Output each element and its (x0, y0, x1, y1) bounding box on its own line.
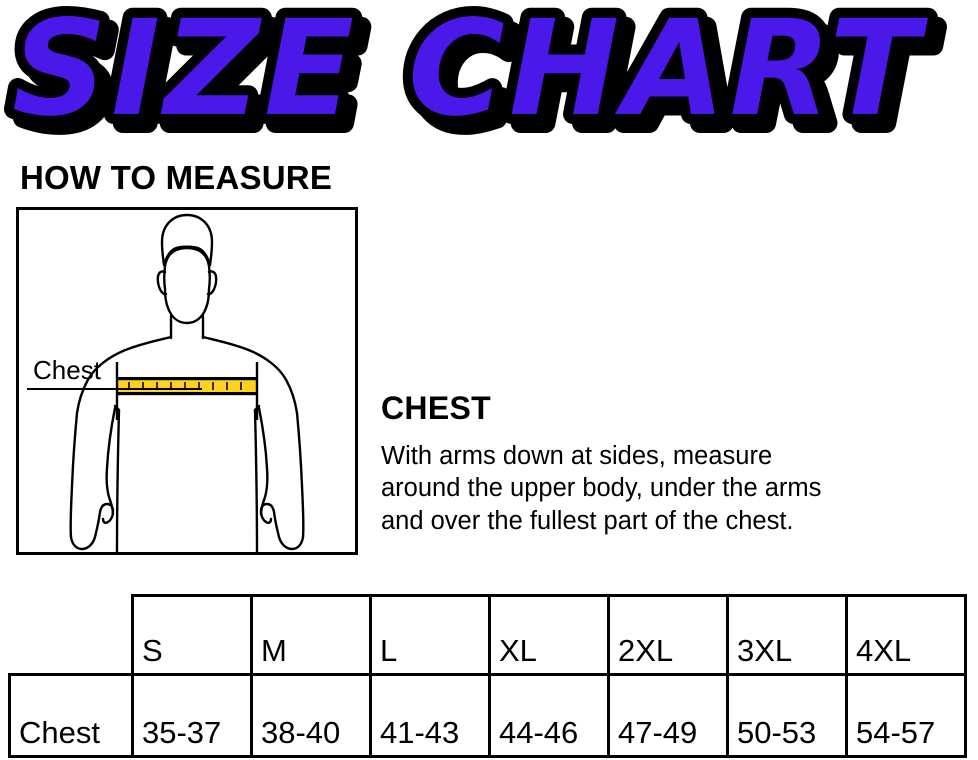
chest-value-m: 38-40 (250, 673, 372, 758)
chest-description-line-3: and over the fullest part of the chest. (381, 506, 794, 535)
page-title-outline: SIZE CHART (12, 0, 928, 146)
chest-value-3xl: 50-53 (726, 673, 848, 758)
chest-description: CHEST With arms down at sides, measure a… (381, 390, 973, 538)
page-title-text: SIZE CHART (12, 0, 928, 146)
size-table-corner-cell (10, 596, 133, 675)
how-to-measure-heading: HOW TO MEASURE (20, 159, 333, 196)
size-header-3xl: 3XL (726, 594, 848, 676)
measuring-tape-icon (117, 377, 257, 396)
chest-description-body: With arms down at sides, measure around … (381, 440, 973, 538)
size-header-xl: XL (488, 594, 610, 676)
chest-description-line-2: around the upper body, under the arms (381, 474, 822, 503)
chest-callout-label: Chest (33, 355, 101, 385)
chest-callout-leader-line (27, 388, 202, 390)
chest-value-l: 41-43 (369, 673, 491, 758)
chest-value-4xl: 54-57 (845, 673, 967, 758)
size-header-l: L (369, 594, 491, 676)
size-table-row-chest: Chest 35-37 38-40 41-43 44-46 47-49 50-5… (8, 673, 967, 758)
chest-value-2xl: 47-49 (607, 673, 729, 758)
size-table-header-row: S M L XL 2XL 3XL 4XL (10, 594, 967, 676)
size-header-2xl: 2XL (607, 594, 729, 676)
how-to-measure-diagram (16, 207, 358, 555)
page-title-shadow: SIZE CHART (21, 1, 937, 148)
size-header-m: M (250, 594, 372, 676)
size-table-container: S M L XL 2XL 3XL 4XL Chest 35-37 38-40 4… (8, 594, 968, 758)
chest-value-xl: 44-46 (488, 673, 610, 758)
size-header-s: S (131, 594, 253, 676)
size-header-4xl: 4XL (845, 594, 967, 676)
size-table: S M L XL 2XL 3XL 4XL Chest 35-37 38-40 4… (8, 594, 967, 758)
chest-value-s: 35-37 (131, 673, 253, 758)
row-label-chest: Chest (8, 673, 134, 758)
male-torso-figure-icon (69, 213, 305, 552)
chest-description-line-1: With arms down at sides, measure (381, 441, 773, 470)
page-title: SIZE CHART SIZE CHART SIZE CHART (0, 0, 978, 148)
chest-description-heading: CHEST (381, 390, 491, 426)
